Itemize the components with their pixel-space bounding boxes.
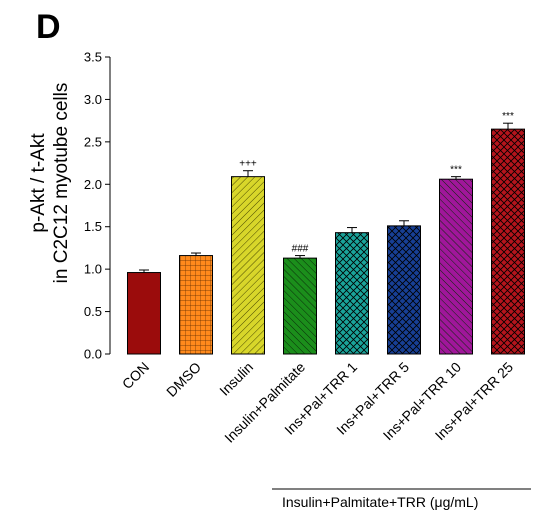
y-tick-label: 3.0 xyxy=(84,92,102,107)
bar-pattern xyxy=(335,232,369,354)
bar-pattern xyxy=(179,255,213,354)
y-tick-label: 2.0 xyxy=(84,177,102,192)
x-axis-labels: CON DMSO InsulinInsulin+PalmitateIns+Pal+T… xyxy=(119,359,516,446)
significance-marker: *** xyxy=(450,165,462,176)
y-axis-label-line1: p-Akt / t-Akt xyxy=(28,133,49,233)
x-tick-label: Insulin xyxy=(216,359,256,399)
group-bracket-label: Insulin+Palmitate+TRR (μg/mL) xyxy=(282,494,478,510)
x-tick-label: CON xyxy=(119,359,152,392)
bars: +++ ### *** *** xyxy=(127,111,525,355)
y-tick-label: 0.5 xyxy=(84,304,102,319)
bar-pattern xyxy=(283,258,317,354)
significance-marker: ### xyxy=(292,244,309,255)
bar-pattern xyxy=(439,179,473,354)
significance-marker: *** xyxy=(502,111,514,122)
y-axis-label-line2: in C2C12 myotube cells xyxy=(51,83,72,284)
y-axis-label: p-Akt / t-Akt in C2C12 myotube cells xyxy=(28,83,72,284)
y-tick-label: 0.0 xyxy=(84,347,102,362)
y-axis: 0.0 0.5 1.0 1.5 2.0 2.5 3.0 3.5 xyxy=(84,50,111,362)
y-tick-label: 3.5 xyxy=(84,50,102,65)
y-tick-label: 2.5 xyxy=(84,134,102,149)
bar-pattern xyxy=(231,176,265,354)
bar-pattern xyxy=(387,225,421,354)
y-tick-label: 1.0 xyxy=(84,262,102,277)
bar-pattern xyxy=(491,129,525,354)
y-tick-label: 1.5 xyxy=(84,219,102,234)
panel-letter: D xyxy=(36,8,61,46)
significance-marker: +++ xyxy=(239,159,257,170)
x-tick-label: DMSO xyxy=(163,359,204,400)
bar xyxy=(127,272,161,354)
